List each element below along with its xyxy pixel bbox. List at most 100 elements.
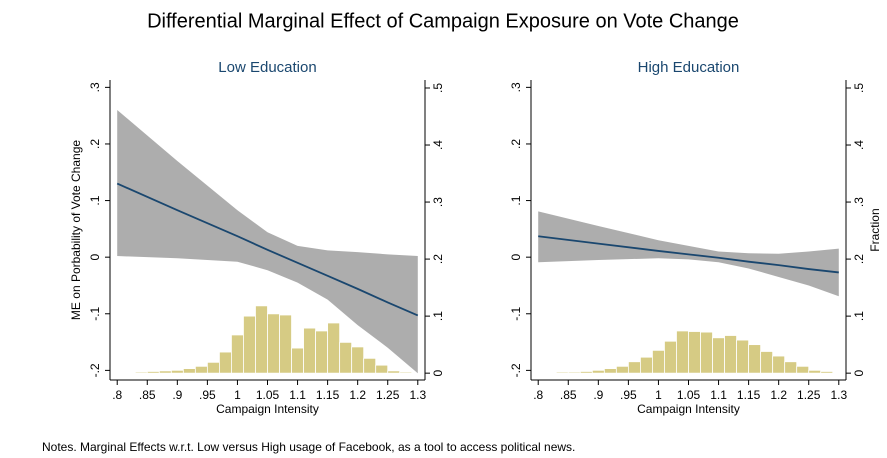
histogram-bar [279, 314, 292, 374]
y2-tick-label: .1 [852, 311, 866, 321]
y-tick-label: .1 [88, 195, 102, 205]
y-tick-label: .2 [88, 139, 102, 149]
histogram-bar [194, 365, 208, 374]
histogram-bar [339, 341, 353, 374]
histogram-bar [399, 371, 413, 374]
histogram-bar [158, 370, 172, 374]
histogram-bar [206, 361, 220, 374]
x-tick-label: 1.25 [797, 388, 821, 402]
y2-tick-label: .4 [431, 140, 445, 150]
histogram-bar [255, 305, 268, 374]
histogram-bar [555, 371, 569, 374]
y2-tick-label: .3 [431, 197, 445, 207]
confidence-band [117, 110, 418, 374]
histogram-bar [760, 351, 774, 374]
histogram-bar [267, 313, 280, 374]
y-tick-label: .3 [88, 82, 102, 92]
x-tick-label: .95 [620, 388, 637, 402]
y2-tick-label: 0 [431, 369, 445, 376]
y-axis-label: ME on Porbability of Vote Change [69, 140, 83, 320]
histogram-bar [615, 365, 629, 374]
x-tick-label: 1 [655, 388, 662, 402]
x-tick-label: 1 [234, 388, 241, 402]
x-tick-label: 1.3 [830, 388, 847, 402]
x-tick-label: .95 [199, 388, 216, 402]
x-tick-label: .85 [139, 388, 156, 402]
y-tick-label: 0 [509, 254, 523, 261]
histogram-bar [700, 331, 713, 374]
histogram-bar [375, 364, 389, 374]
histogram-bar [315, 330, 329, 374]
me-line [538, 235, 839, 274]
x-tick-label: 1.3 [409, 388, 426, 402]
histogram-bar [796, 365, 810, 374]
y2-tick-label: .5 [852, 83, 866, 93]
histogram-bar [170, 369, 184, 374]
histogram-bar [134, 371, 148, 374]
y-tick-label: -.2 [509, 363, 523, 377]
histogram-bar [736, 339, 750, 374]
histogram-bar [591, 369, 605, 374]
histogram-bar [182, 368, 196, 374]
x-tick-label: .9 [172, 388, 182, 402]
histogram-bar [676, 330, 689, 374]
histogram-bar [327, 322, 341, 374]
y-tick-label: -.1 [88, 306, 102, 320]
histogram-bar [808, 369, 822, 374]
histogram-bar [603, 368, 617, 374]
notes: Notes. Marginal Effects w.r.t. Low versu… [42, 440, 575, 454]
histogram-bar [640, 356, 653, 374]
histogram-bar [243, 315, 256, 374]
x-tick-label: 1.1 [710, 388, 727, 402]
histogram-bar [146, 371, 160, 374]
histogram-bar [652, 349, 665, 374]
histogram-bar [712, 337, 725, 374]
x-tick-label: 1.2 [349, 388, 366, 402]
histogram-bar [303, 327, 316, 374]
y-tick-label: -.1 [509, 306, 523, 320]
y2-tick-label: .3 [852, 197, 866, 207]
histogram-bar [579, 371, 593, 374]
x-tick-label: 1.2 [770, 388, 787, 402]
x-tick-label: 1.1 [289, 388, 306, 402]
histogram-bar [363, 357, 377, 374]
histogram-bar [820, 371, 834, 374]
histogram-bar [688, 331, 701, 374]
histogram-bar [387, 370, 401, 374]
y-tick-label: 0 [88, 254, 102, 261]
x-axis-label: Campaign Intensity [637, 402, 740, 416]
x-tick-label: 1.05 [256, 388, 280, 402]
histogram-bar [351, 346, 365, 374]
y2-tick-label: .2 [431, 254, 445, 264]
y2-tick-label: .1 [431, 311, 445, 321]
y-tick-label: -.2 [88, 363, 102, 377]
histogram-bar [219, 351, 232, 374]
histogram-bar [748, 344, 762, 374]
x-tick-label: 1.05 [677, 388, 701, 402]
y2-tick-label: .4 [852, 140, 866, 150]
y-tick-label: .3 [509, 82, 523, 92]
panel-title: Low Education [218, 59, 316, 76]
histogram-bar [772, 355, 786, 374]
y-tick-label: .1 [509, 195, 523, 205]
x-tick-label: .9 [593, 388, 603, 402]
histogram-bar [291, 347, 304, 374]
histogram-bar [784, 361, 798, 374]
figure-title: Differential Marginal Effect of Campaign… [147, 10, 739, 32]
histogram-bar [627, 361, 641, 374]
y2-tick-label: .5 [431, 83, 445, 93]
x-tick-label: 1.25 [376, 388, 400, 402]
me-line [116, 182, 419, 317]
histogram-bar [724, 335, 737, 374]
y2-tick-label: .2 [852, 254, 866, 264]
histogram-bar [567, 371, 581, 374]
y2-tick-label: 0 [852, 369, 866, 376]
x-tick-label: 1.15 [737, 388, 761, 402]
x-tick-label: 1.15 [316, 388, 340, 402]
x-tick-label: .85 [560, 388, 577, 402]
x-tick-label: .8 [112, 388, 122, 402]
y2-axis-label: Fraction [868, 208, 882, 251]
x-axis-label: Campaign Intensity [216, 402, 319, 416]
x-tick-label: .8 [533, 388, 543, 402]
